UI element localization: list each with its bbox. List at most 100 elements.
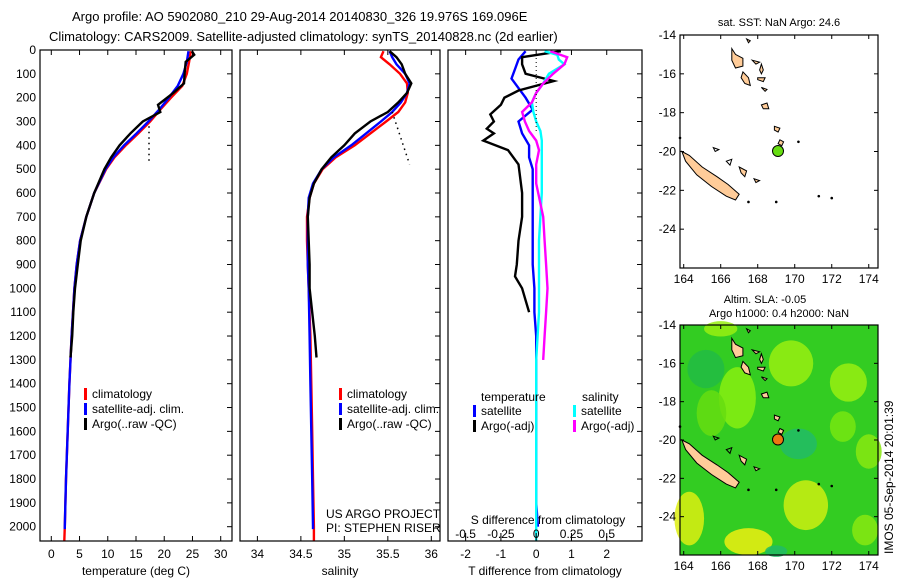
temperature-xtick-label: 10: [101, 547, 115, 561]
reef-dot: [830, 196, 834, 200]
reef-dot: [797, 140, 800, 144]
salinity-series-0: [305, 50, 410, 541]
island-new-caledonia: [680, 438, 740, 489]
map-sst-xtick-label: 168: [748, 272, 768, 286]
figure-title-line2: Climatology: CARS2009. Satellite-adjuste…: [49, 29, 558, 44]
island-erromango: [773, 125, 781, 133]
map-sla-ytick-label: -24: [659, 510, 677, 524]
difference-series-1: [480, 50, 562, 313]
credit-line1: US ARGO PROJECT: [326, 507, 441, 521]
map-sst-ytick-label: -22: [659, 183, 677, 197]
map-sst-xtick-label: 174: [859, 272, 879, 286]
depth-tick-label: 400: [16, 138, 36, 152]
map-sst-xtick-label: 164: [674, 272, 694, 286]
temperature-series-1: [63, 51, 190, 530]
depth-tick-label: 700: [16, 210, 36, 224]
island-tanna: [777, 427, 785, 435]
depth-tick-label: 1800: [9, 472, 36, 486]
map-sla-xtick-label: 164: [674, 559, 694, 573]
temperature-xlabel: temperature (deg C): [82, 564, 190, 578]
credit-line2: PI: STEPHEN RISER: [326, 521, 441, 535]
temperature-legend-label: climatology: [92, 387, 152, 401]
island-lifou: [738, 454, 748, 466]
argo-float-marker: [772, 145, 785, 158]
difference-panel: -2 -1 0 1 2 T difference from climatology temp…: [447, 49, 643, 578]
map-sst-title: sat. SST: NaN Argo: 24.6: [718, 17, 840, 29]
island-pentecost: [759, 352, 764, 365]
reef-dot: [817, 194, 821, 198]
depth-tick-label: 0: [29, 43, 36, 57]
island-torres: [745, 37, 752, 44]
difference-frame: [447, 49, 643, 542]
map-sla-xtick-label: 166: [711, 559, 731, 573]
map-sst-xtick-label: 170: [785, 272, 805, 286]
difference-xtick-label: -1: [496, 547, 507, 561]
island-ouvea: [725, 158, 733, 167]
salinity-xtick-label: 36: [425, 547, 439, 561]
diff-legend-swatch-sal_argo: [573, 420, 576, 432]
island-pentecost: [759, 62, 764, 75]
depth-tick-label: 1000: [9, 281, 36, 295]
depth-tick-label: 1900: [9, 496, 36, 510]
map-sla-ytick-label: -20: [659, 433, 677, 447]
island-beautemps-beaupre: [712, 435, 721, 441]
salinity-legend-label: climatology: [347, 387, 407, 401]
temperature-panel: 0 5 10 15 20 25 300100200300400500600700800900…: [9, 43, 233, 578]
salinity-diff-tick-label: 0: [533, 527, 540, 541]
island-ambae: [750, 59, 761, 65]
salinity-legend-swatch-argo: [339, 418, 342, 430]
island-ambrym: [757, 77, 766, 83]
salinity-diff-tick-label: -0.5: [455, 527, 476, 541]
map-sst-xtick-label: 172: [822, 272, 842, 286]
sla-anomaly-patch: [718, 367, 756, 429]
difference-xtick-label: 0: [533, 547, 540, 561]
island-lifou: [738, 165, 748, 178]
island-epi: [761, 376, 768, 382]
salinity-xtick-label: 35.5: [376, 547, 400, 561]
timestamp-label: IMOS 05-Sep-2014 20:01:39: [882, 400, 896, 554]
temperature-frame: [39, 49, 233, 542]
depth-tick-label: 1300: [9, 353, 36, 367]
temperature-legend-label: Argo(..raw -QC): [92, 417, 177, 431]
reef-dot: [797, 429, 800, 432]
legend-heading-temperature: temperature: [481, 390, 546, 404]
sla-anomaly-patch: [829, 363, 867, 402]
temperature-xtick-label: 5: [76, 547, 83, 561]
sla-anomaly-patch: [687, 349, 725, 389]
temperature-legend-swatch-climatology: [84, 388, 87, 400]
diff-legend-swatch-satellite: [473, 405, 476, 417]
salinity-diff-tick-label: -0.25: [487, 527, 515, 541]
island-tanna: [777, 139, 785, 147]
depth-tick-label: 1700: [9, 448, 36, 462]
map-sla-ytick-label: -14: [659, 318, 677, 332]
depth-tick-label: 1200: [9, 329, 36, 343]
depth-tick-label: 600: [16, 186, 36, 200]
temperature-xtick-label: 25: [186, 547, 200, 561]
diff-legend-label: satellite: [481, 404, 522, 418]
map-sla-xtick-label: 174: [859, 559, 879, 573]
salinity-series-1: [306, 50, 411, 530]
salinity-xtick-label: 34.5: [289, 547, 313, 561]
difference-series-3: [520, 50, 569, 360]
salinity-legend-swatch-satellite: [339, 403, 342, 415]
sla-anomaly-patch: [829, 411, 856, 442]
map-sla-ytick-label: -16: [659, 356, 677, 370]
reef-dot: [774, 200, 778, 204]
salinity-legend-label: Argo(..raw -QC): [347, 417, 432, 431]
map-sla-subtitle: Argo h1000: 0.4 h2000: NaN: [709, 308, 849, 320]
sla-anomaly-patch: [696, 390, 727, 437]
sst-map-panel: 164 166 168 170 172 174 -14 -16 -18 -20 -22 -24 sat.…: [659, 17, 879, 286]
map-sst-xtick-label: 166: [711, 272, 731, 286]
island-efate: [760, 102, 770, 110]
depth-tick-label: 1400: [9, 377, 36, 391]
salinity-legend-swatch-climatology: [339, 388, 342, 400]
depth-tick-label: 200: [16, 91, 36, 105]
island-malekula: [740, 360, 751, 376]
island-ambae: [750, 348, 761, 355]
depth-tick-label: 1500: [9, 401, 36, 415]
difference-series-2: [530, 50, 567, 541]
island-espiritu-santo: [731, 46, 744, 69]
temperature-series-2: [69, 50, 196, 358]
island-epi: [761, 86, 768, 93]
salinity-xtick-label: 35: [338, 547, 352, 561]
